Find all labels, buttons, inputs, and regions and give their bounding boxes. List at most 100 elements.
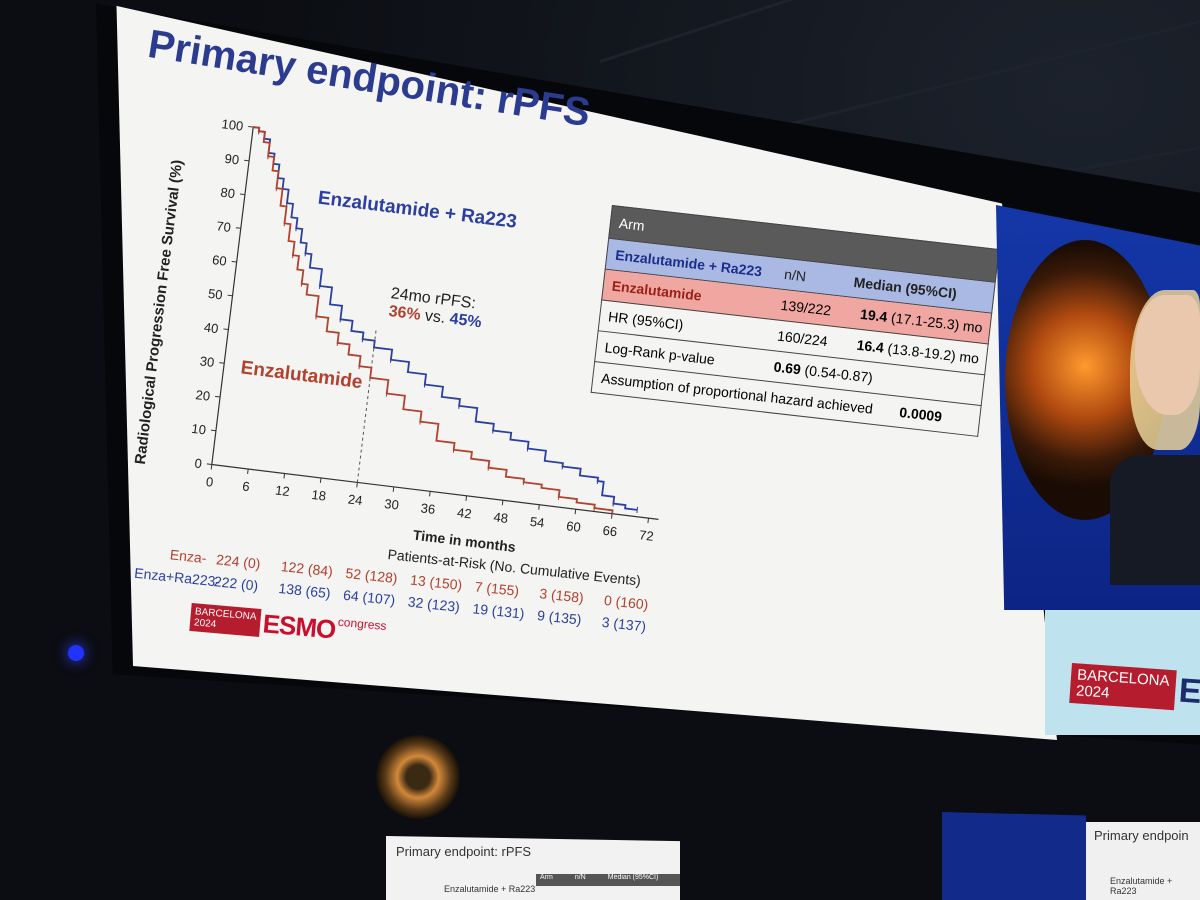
combo-median-bold: 19.4 [859,305,889,325]
x-tick-label: 72 [638,527,654,544]
speaker-body [1110,455,1200,585]
censor-mark [267,153,269,160]
y-tick [231,260,237,263]
x-tick [283,473,286,479]
x-tick [392,486,395,492]
x-tick [210,464,213,470]
y-axis-line [211,126,254,465]
enza-nn: 160/224 [776,327,829,350]
x-axis-line [211,463,659,520]
enza-median-bold: 16.4 [855,336,885,356]
censor-mark [358,363,361,370]
x-tick-label: 36 [420,500,436,517]
col-median-header: Median (95%CI) [852,273,958,302]
monitor-screen: Primary endpoint: rPFS Enzalutamide + Ra… [386,836,680,900]
side-logo-city: BARCELONA 2024 [1069,663,1177,711]
censor-mark [319,282,321,290]
annotation-vs: vs. [423,307,447,327]
censor-mark [304,250,307,257]
censor-mark [275,185,278,192]
col-nn-header: n/N [783,265,807,285]
y-tick-label: 60 [211,252,227,269]
y-tick-label: 50 [207,286,223,303]
risk-cell: 32 (123) [407,593,461,615]
x-tick-label: 42 [456,505,472,522]
y-tick [206,463,212,466]
risk-cell: 222 (0) [213,573,259,594]
x-tick [247,468,249,475]
header-arm: Arm [618,214,646,234]
censor-mark [292,252,294,259]
y-tick [223,328,229,331]
censor-mark [286,200,288,207]
x-tick-label: 66 [602,523,618,540]
censor-mark [390,356,392,363]
y-tick-label: 70 [216,218,232,235]
censor-mark [423,381,426,388]
annotation-enza-value: 36% [387,303,422,324]
risk-cell: 3 (137) [601,613,647,635]
x-tick [429,491,431,497]
monitor-right-series: Enzalutamide + Ra223 [1110,876,1173,896]
x-tick-label: 6 [242,478,251,494]
enza-median-rest: (13.8-19.2) mo [886,340,980,367]
monitor-right-title: Primary endpoin [1094,828,1189,843]
y-tick-label: 40 [203,320,219,337]
x-tick-label: 60 [565,518,581,535]
monitor-title: Primary endpoint: rPFS [396,844,532,859]
risk-cell: 19 (131) [471,600,526,622]
km-plot: 0 10 20 30 40 50 60 70 80 90 100 0 6 12 18 24 30 36 42 48 54… [126,108,716,611]
x-tick [356,482,358,488]
hr-rest: (0.54-0.87) [803,361,874,386]
monitor-series: Enzalutamide + Ra223 [444,884,536,894]
x-tick-label: 30 [384,496,400,513]
x-tick [647,518,650,524]
monitor-table-head: Arm n/N Median (95%CI) [536,874,680,886]
x-tick [319,477,322,483]
combo-median-rest: (17.1-25.3) mo [890,309,984,336]
blue-light [68,645,84,661]
censor-mark [339,316,342,323]
censor-mark [458,402,460,409]
y-tick [244,159,250,162]
censor-mark [361,336,364,343]
censor-mark [636,506,639,513]
risk-cell: 64 (107) [342,586,397,609]
side-logo-brand: ESMO [1177,671,1200,716]
censor-mark [295,225,298,232]
x-tick [538,504,540,510]
y-tick-label: 0 [194,455,203,471]
monitor-right: Primary endpoin Enzalutamide + Ra223 [1086,822,1200,900]
risk-cell: 138 (65) [277,579,332,602]
x-tick-label: 12 [274,483,290,500]
y-tick [248,125,254,128]
hr-bold: 0.69 [772,358,802,378]
censor-mark [612,500,615,507]
x-tick [574,509,577,515]
x-tick-label: 48 [493,509,509,526]
x-tick-label: 18 [311,487,327,504]
censor-mark [336,339,339,346]
x-tick [501,500,504,506]
censor-mark [300,280,303,287]
y-tick [219,362,225,364]
y-tick [239,193,245,196]
censor-mark [522,479,525,486]
risk-label: Enza+Ra223- [133,564,221,590]
y-tick-label: 20 [195,387,211,404]
y-tick [227,294,233,297]
y-tick-label: 90 [224,151,240,168]
censor-mark [385,390,388,397]
y-tick-label: 10 [191,421,207,438]
censor-mark [315,313,318,320]
annotation-combo-value: 45% [448,310,483,332]
x-tick-label: 0 [205,474,214,490]
y-tick-label: 30 [199,353,215,370]
hr-value: 0.69 (0.54-0.87) [773,358,874,385]
y-tick [215,395,221,398]
monitor-speaker [942,812,1086,900]
speaker-face [1135,295,1200,415]
combo-nn: 139/222 [779,296,832,319]
censor-mark [593,505,596,512]
monitor-col-arm: Arm [540,874,553,881]
